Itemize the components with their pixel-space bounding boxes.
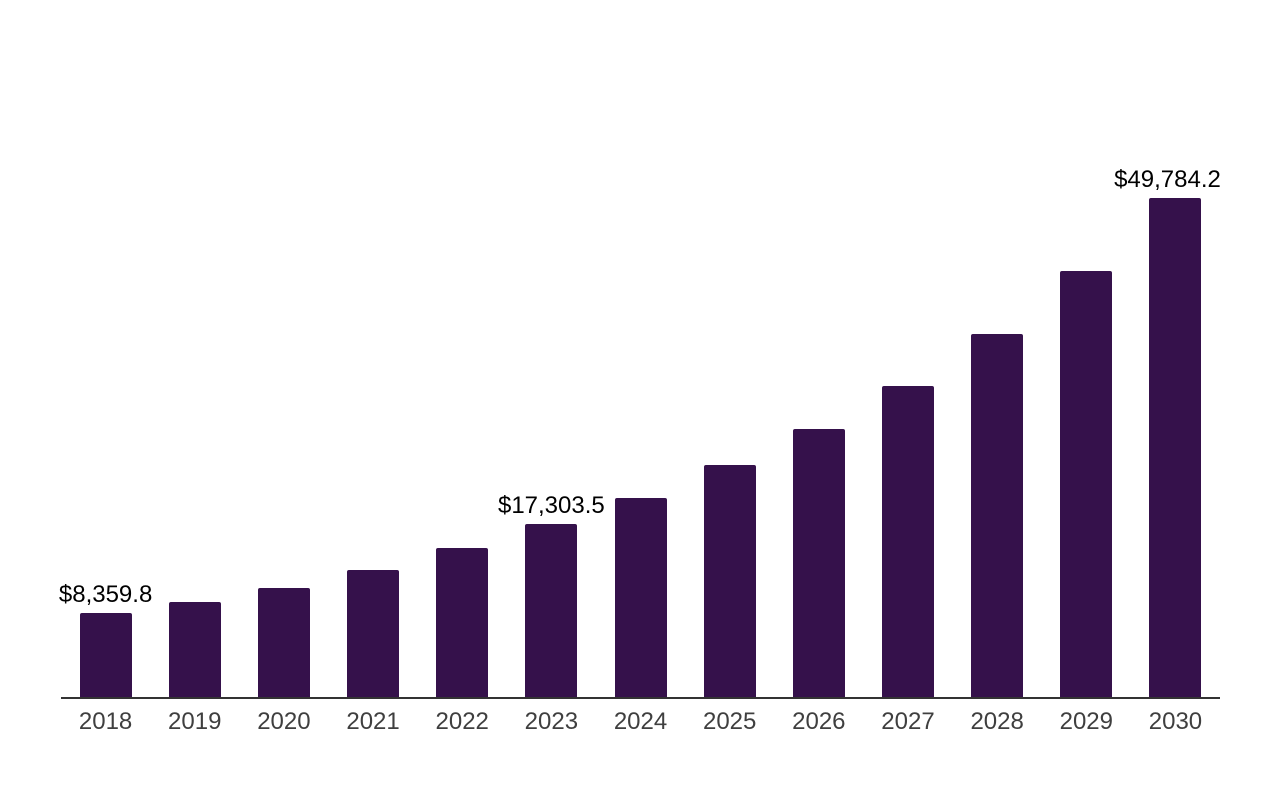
bar-2028 bbox=[971, 334, 1024, 697]
bar-2020 bbox=[257, 588, 310, 697]
bar-2024 bbox=[614, 498, 667, 697]
x-tick-2020: 2020 bbox=[257, 708, 311, 735]
bar-slot-2022 bbox=[418, 0, 507, 697]
bar-slot-2030: $49,784.2 bbox=[1114, 0, 1221, 697]
x-axis-tick-labels: 2018 2019 2020 2021 2022 2023 2024 2025 2026 2027… bbox=[61, 708, 1220, 735]
bar-2018 bbox=[79, 613, 132, 697]
bar-slot-2028 bbox=[953, 0, 1042, 697]
x-tick-2029: 2029 bbox=[1059, 708, 1113, 735]
x-tick-2021: 2021 bbox=[346, 708, 400, 735]
bar-2027 bbox=[881, 386, 934, 697]
bar-slot-2029 bbox=[1042, 0, 1131, 697]
x-tick-2028: 2028 bbox=[970, 708, 1024, 735]
bar-2029 bbox=[1060, 271, 1113, 697]
plot-area: $8,359.8 $17,303.5 $49,784.2 bbox=[58, 0, 1221, 697]
x-tick-2024: 2024 bbox=[613, 708, 668, 735]
x-tick-2023: 2023 bbox=[524, 708, 579, 735]
bar-slot-2026 bbox=[774, 0, 863, 697]
bar-2022 bbox=[436, 548, 489, 697]
bar-value-label-2030: $49,784.2 bbox=[1114, 166, 1221, 193]
bar-slot-2021 bbox=[328, 0, 417, 697]
bar-2025 bbox=[703, 465, 756, 697]
x-tick-2022: 2022 bbox=[435, 708, 489, 735]
bar-2021 bbox=[347, 570, 400, 697]
bar-slot-2018: $8,359.8 bbox=[58, 0, 153, 697]
x-tick-2025: 2025 bbox=[702, 708, 757, 735]
x-tick-2018: 2018 bbox=[78, 708, 133, 735]
bar-slot-2025 bbox=[685, 0, 774, 697]
bar-slot-2024 bbox=[596, 0, 685, 697]
bar-slot-2020 bbox=[239, 0, 328, 697]
bar-2030 bbox=[1149, 198, 1202, 697]
bar-2026 bbox=[792, 429, 845, 697]
bar-2023 bbox=[525, 524, 578, 697]
bar-slot-2027 bbox=[863, 0, 952, 697]
bar-value-label-2018: $8,359.8 bbox=[58, 581, 153, 608]
x-axis-line bbox=[61, 697, 1220, 699]
bar-slot-2023: $17,303.5 bbox=[498, 0, 605, 697]
x-tick-2030: 2030 bbox=[1148, 708, 1203, 735]
bar-value-label-2023: $17,303.5 bbox=[497, 492, 605, 519]
bar-2019 bbox=[168, 602, 221, 697]
x-tick-2027: 2027 bbox=[881, 708, 935, 735]
bar-slot-2019 bbox=[150, 0, 239, 697]
x-tick-2026: 2026 bbox=[792, 708, 846, 735]
x-tick-2019: 2019 bbox=[168, 708, 222, 735]
